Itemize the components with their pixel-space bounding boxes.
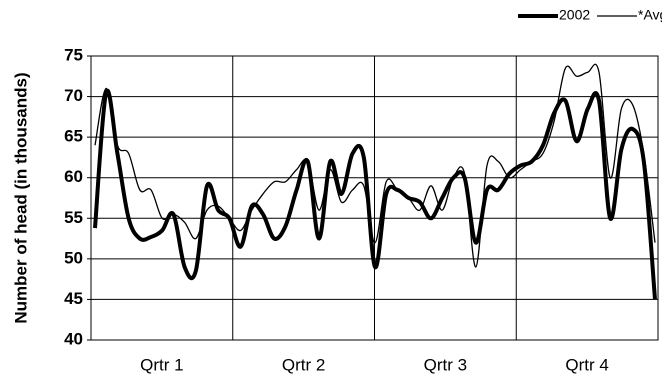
x-tick-label: Qrtr 4 xyxy=(565,355,608,374)
x-tick-label: Qrtr 2 xyxy=(282,355,325,374)
y-tick-label: 70 xyxy=(64,86,83,105)
y-tick-label: 65 xyxy=(64,127,83,146)
y-tick-label: 75 xyxy=(64,45,83,64)
y-tick-label: 50 xyxy=(64,248,83,267)
y-tick-label: 55 xyxy=(64,208,83,227)
y-axis-label: Number of head (in thousands) xyxy=(11,72,30,323)
legend-label: 2002 xyxy=(559,7,590,23)
y-tick-label: 45 xyxy=(64,289,83,308)
legend-label: *Avg xyxy=(638,7,662,23)
y-tick-label: 40 xyxy=(64,329,83,348)
x-tick-label: Qrtr 1 xyxy=(140,355,183,374)
plot-border xyxy=(90,55,659,341)
y-tick-label: 60 xyxy=(64,167,83,186)
x-tick-label: Qrtr 3 xyxy=(424,355,467,374)
line-series xyxy=(93,88,657,300)
line-series xyxy=(94,63,656,268)
